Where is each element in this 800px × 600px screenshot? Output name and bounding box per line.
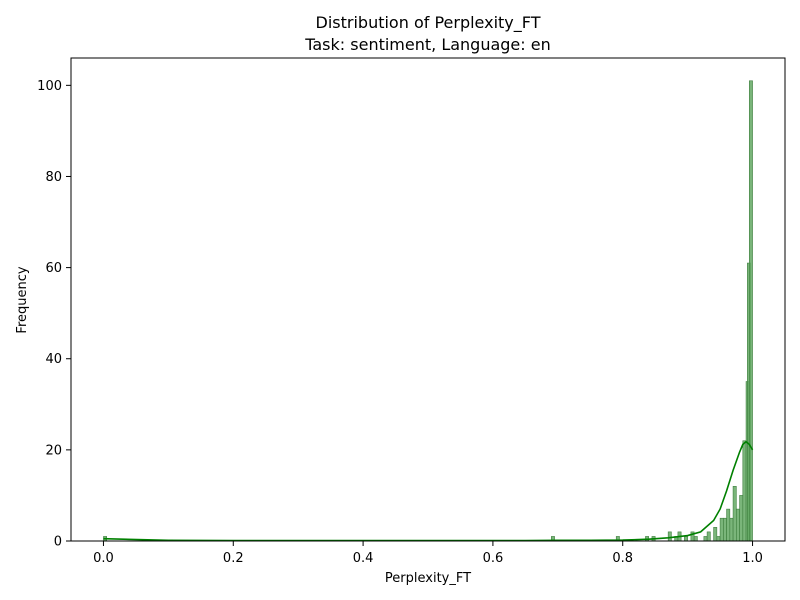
y-tick-label: 0 [54,535,62,550]
histogram-bar [706,531,711,542]
chart-subtitle: Task: sentiment, Language: en [304,35,550,54]
histogram-bar [693,536,698,542]
chart-title: Distribution of Perplexity_FT [316,13,541,33]
histogram-bar [713,527,718,542]
histogram-bar [732,486,737,542]
x-axis-label: Perplexity_FT [385,571,471,586]
kde-curve [103,440,754,542]
y-tick-label: 100 [37,79,62,94]
histogram-bar [736,508,740,542]
x-tick-label: 0.6 [483,551,504,566]
x-tick-label: 0.8 [612,551,633,566]
x-axis-ticks: 0.0 0.2 0.4 0.6 0.8 1.0 [93,541,763,566]
x-tick-label: 0.2 [223,551,244,566]
histogram-bar [748,80,753,542]
y-tick-label: 40 [45,352,62,367]
histogram-bar [742,440,747,542]
histogram-bar [684,536,688,542]
y-tick-label: 60 [45,261,62,276]
y-tick-label: 80 [45,170,62,185]
histogram-bars [103,80,753,542]
histogram-bar [739,495,744,542]
histogram-bar [719,517,724,542]
histogram-bar [723,517,727,542]
x-tick-label: 0.0 [93,551,114,566]
plot-area-frame [70,57,786,542]
histogram-bar [703,536,708,542]
histogram-bar [726,508,731,542]
x-tick-label: 0.4 [353,551,374,566]
y-axis-ticks: 0 20 40 60 80 100 [37,79,71,550]
histogram-bar [716,536,721,542]
x-tick-label: 1.0 [742,551,763,566]
histogram-bar [729,517,734,542]
y-tick-label: 20 [45,443,62,458]
y-axis-label: Frequency [15,266,30,333]
histogram-bar [667,531,672,542]
